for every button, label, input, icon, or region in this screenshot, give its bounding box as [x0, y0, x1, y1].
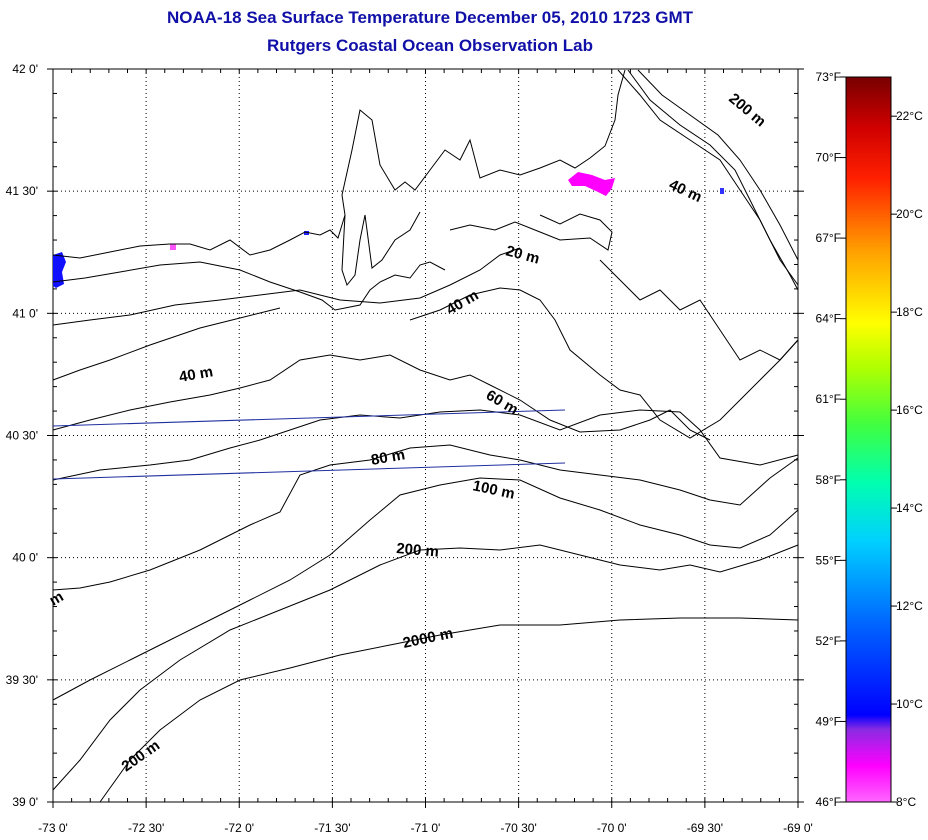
coastline-islands [449, 213, 613, 251]
colorbar-label-c: 14°C [896, 501, 923, 515]
colorbar-label-c: 16°C [896, 403, 923, 417]
sst-patch-west [53, 252, 66, 288]
colorbar-label-c: 22°C [896, 109, 923, 123]
contour-label-40m-west: 40 m [178, 363, 215, 386]
contour-60m [52, 409, 799, 481]
colorbar-label-f: 46°F [816, 795, 841, 809]
contour-east-60m [637, 69, 799, 261]
bathymetry-contours [52, 69, 799, 803]
lat-tick-label: 39 30' [6, 673, 38, 687]
lon-tick-label: -71 30' [314, 821, 350, 835]
colorbar-label-c: 20°C [896, 207, 923, 221]
lon-tick-label: -71 0' [411, 821, 441, 835]
coastline-long-island [52, 261, 446, 311]
colorbar-label-c: 12°C [896, 599, 923, 613]
lon-tick-label: -70 30' [500, 821, 536, 835]
colorbar-label-f: 73°F [816, 70, 841, 84]
lat-tick-label: 40 0' [12, 551, 38, 565]
coastline-narragansett [341, 214, 366, 287]
contour-20m [52, 247, 521, 326]
track-line-2 [52, 462, 566, 480]
satellite-tracks [52, 409, 566, 480]
contour-label-80m: 80 m [370, 446, 407, 469]
sst-patch-small-2 [720, 188, 724, 194]
colorbar-label-f: 52°F [816, 634, 841, 648]
contour-80m [52, 444, 799, 591]
contour-40m-north [52, 307, 281, 381]
contour-200m [52, 544, 799, 791]
contour-label-200m-mid: 200 m [396, 540, 440, 561]
track-line-1 [52, 409, 566, 427]
colorbar-label-f: 58°F [816, 473, 841, 487]
contour-100m [52, 477, 799, 701]
map-subtitle: Rutgers Coastal Ocean Observation Lab [267, 36, 593, 55]
colorbar-labels: 73°F 70°F 67°F 64°F 61°F 58°F 55°F 52°F 49°F 46°F… [816, 70, 924, 809]
colorbar-label-f: 70°F [816, 151, 841, 165]
colorbar-label-f: 49°F [816, 714, 841, 728]
contour-40m-mid [409, 287, 799, 439]
lon-tick-label: -72 0' [224, 821, 254, 835]
colorbar [845, 76, 892, 803]
lat-tick-label: 41 30' [6, 184, 38, 198]
colorbar-label-f: 55°F [816, 553, 841, 567]
coastline-cape-shoals [599, 259, 799, 361]
lon-tick-label: -69 30' [687, 821, 723, 835]
colorbar-label-f: 64°F [816, 312, 841, 326]
coastline-south-shore [52, 69, 626, 259]
sst-patch-cape-cod [568, 172, 615, 196]
lat-tick-label: 39 0' [12, 795, 38, 809]
coastline [52, 69, 799, 361]
lat-tick-label: 40 30' [6, 429, 38, 443]
sst-patch-small-1 [170, 244, 176, 250]
contour-2000m [99, 617, 799, 803]
sst-patches [53, 172, 724, 288]
colorbar-label-c: 10°C [896, 697, 923, 711]
map-grid [53, 69, 798, 802]
colorbar-label-f: 61°F [816, 392, 841, 406]
lon-tick-label: -69 0' [783, 821, 813, 835]
lon-tick-label: -72 30' [128, 821, 164, 835]
lat-tick-label: 42 0' [12, 62, 38, 76]
colorbar-label-c: 8°C [896, 795, 916, 809]
colorbar-label-f: 67°F [816, 231, 841, 245]
contour-40m-shelf [52, 354, 711, 441]
map-title: NOAA-18 Sea Surface Temperature December… [167, 8, 693, 27]
lon-tick-label: -73 0' [38, 821, 68, 835]
coastline-buzzards [364, 211, 421, 269]
lon-tick-label: -70 0' [597, 821, 627, 835]
lat-tick-label: 41 0' [12, 306, 38, 320]
contour-east-100m [627, 69, 799, 291]
colorbar-label-c: 18°C [896, 305, 923, 319]
